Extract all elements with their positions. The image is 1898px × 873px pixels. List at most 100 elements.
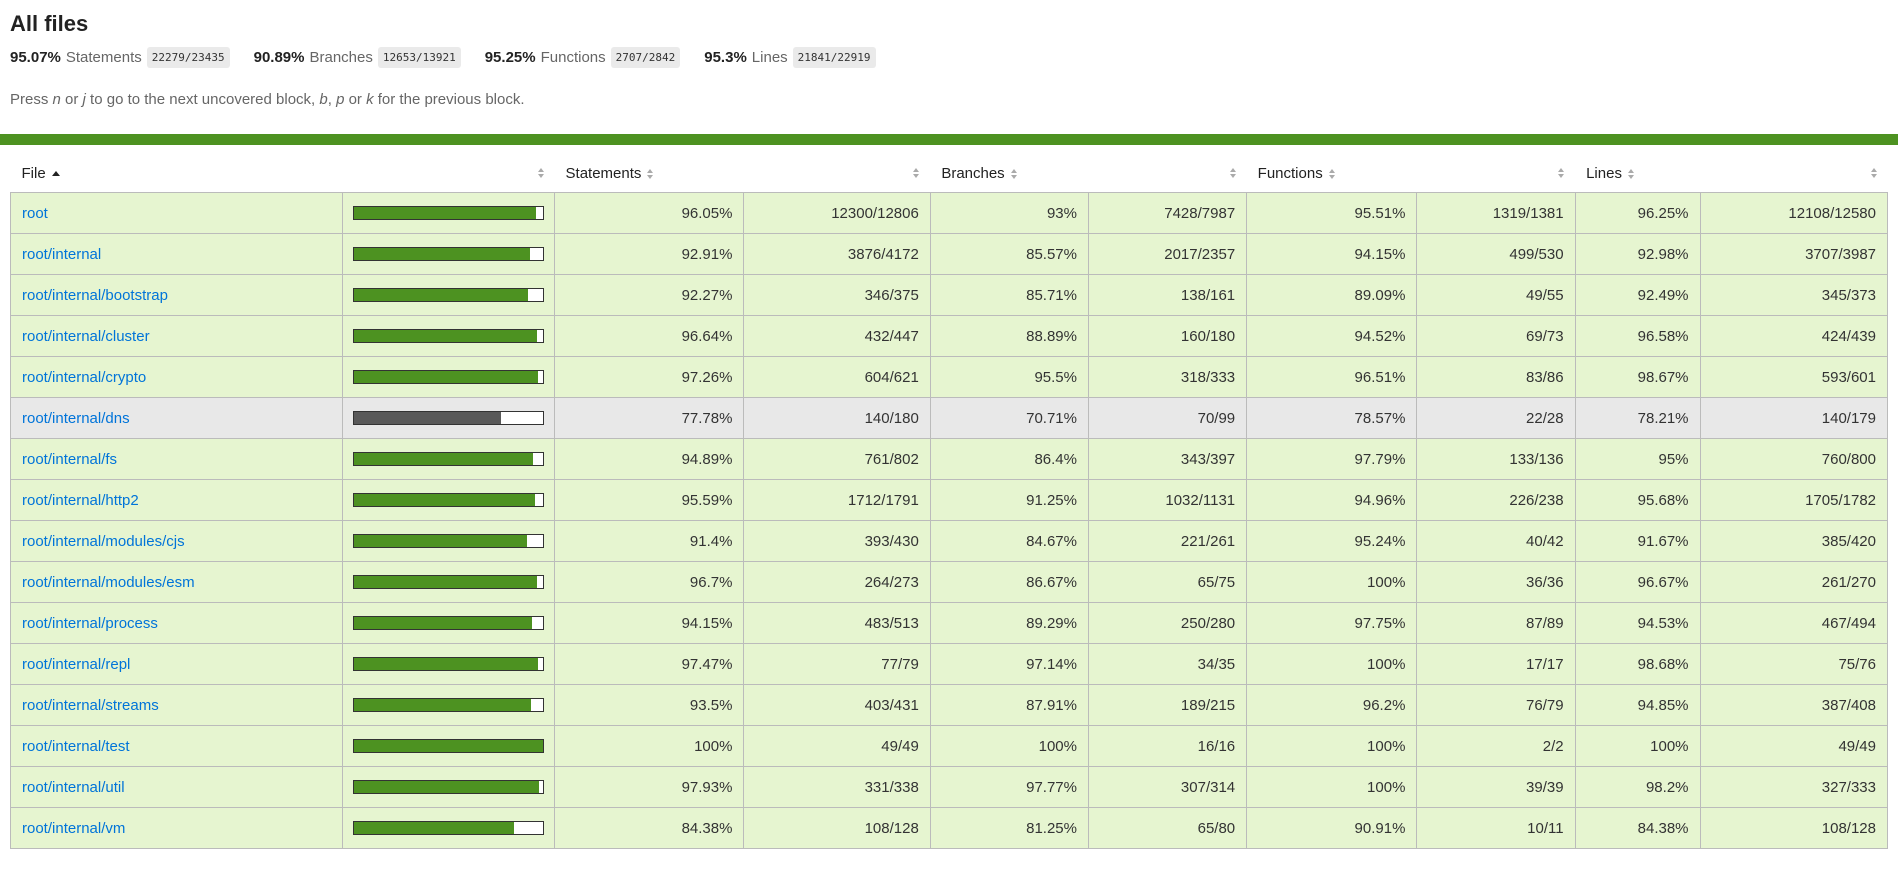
file-link[interactable]: root/internal/http2 [22,491,139,509]
functions-fraction: 49/55 [1416,274,1576,316]
file-cell: root/internal/crypto [9,356,344,398]
file-link[interactable]: root/internal/cluster [22,327,150,345]
coverage-bar-cell [342,807,556,849]
functions-fraction: 17/17 [1416,643,1576,685]
coverage-bar-fill [354,494,535,506]
summary-pct: 95.07% [10,48,61,66]
branches-fraction: 1032/1131 [1087,479,1248,521]
coverage-bar-fill [354,617,532,629]
functions-pct: 94.15% [1246,233,1418,275]
branches-pct: 89.29% [929,602,1089,644]
file-link[interactable]: root/internal/streams [22,696,159,714]
statements-fraction: 264/273 [743,561,931,603]
file-cell: root/internal/util [9,766,344,808]
header-pic[interactable] [343,155,555,193]
file-link[interactable]: root/internal/modules/cjs [22,532,185,550]
coverage-bar-fill [354,699,531,711]
file-cell: root/internal/fs [9,438,344,480]
header-statements-raw[interactable] [744,155,930,193]
summary-branches: 90.89% Branches 12653/13921 [254,46,461,68]
lines-fraction: 385/420 [1699,520,1889,562]
statements-pct: 97.93% [554,766,745,808]
coverage-bar-fill [354,822,514,834]
lines-fraction: 345/373 [1699,274,1889,316]
coverage-bar-cell [342,479,556,521]
coverage-bar [353,575,545,589]
file-link[interactable]: root/internal/bootstrap [22,286,168,304]
file-link[interactable]: root/internal/crypto [22,368,147,386]
file-link[interactable]: root/internal/process [22,614,158,632]
coverage-bar [353,411,545,425]
functions-pct: 94.96% [1246,479,1418,521]
table-row: root/internal/cluster 96.64% 432/447 88.89%… [9,315,1889,357]
coverage-bar [353,780,545,794]
header-functions-raw[interactable] [1417,155,1575,193]
header-lines-raw[interactable] [1700,155,1887,193]
header-branches[interactable]: Branches [930,155,1088,193]
functions-pct: 100% [1246,643,1418,685]
header-file[interactable]: File [11,155,343,193]
file-link[interactable]: root/internal/modules/esm [22,573,195,591]
statements-pct: 97.47% [554,643,745,685]
lines-fraction: 108/128 [1699,807,1889,849]
file-cell: root/internal [9,233,344,275]
statements-pct: 77.78% [554,397,745,439]
header-statements[interactable]: Statements [555,155,744,193]
branches-pct: 95.5% [929,356,1089,398]
branches-fraction: 16/16 [1087,725,1248,767]
file-cell: root/internal/modules/esm [9,561,344,603]
header-branches-raw[interactable] [1088,155,1246,193]
coverage-bar-fill [354,535,527,547]
coverage-bar-fill [354,412,502,424]
branches-fraction: 65/80 [1087,807,1248,849]
lines-pct: 98.67% [1574,356,1701,398]
coverage-bar-cell [342,233,556,275]
file-link[interactable]: root/internal/repl [22,655,131,673]
file-link[interactable]: root/internal [22,245,102,263]
file-link[interactable]: root/internal/util [22,778,125,796]
coverage-bar [353,739,545,753]
summary-pct: 95.3% [704,48,747,66]
header-functions[interactable]: Functions [1247,155,1417,193]
statements-fraction: 432/447 [743,315,931,357]
file-link[interactable]: root/internal/dns [22,409,130,427]
sort-icon [647,169,654,180]
functions-fraction: 76/79 [1416,684,1576,726]
functions-pct: 95.51% [1246,192,1418,234]
branches-fraction: 65/75 [1087,561,1248,603]
branches-fraction: 2017/2357 [1087,233,1248,275]
lines-pct: 96.58% [1574,315,1701,357]
functions-fraction: 1319/1381 [1416,192,1576,234]
coverage-bar-cell [342,643,556,685]
functions-fraction: 226/238 [1416,479,1576,521]
summary-statements: 95.07% Statements 22279/23435 [10,46,230,68]
functions-pct: 100% [1246,725,1418,767]
lines-fraction: 3707/3987 [1699,233,1889,275]
header-lines[interactable]: Lines [1575,155,1700,193]
lines-fraction: 760/800 [1699,438,1889,480]
statements-fraction: 483/513 [743,602,931,644]
branches-pct: 86.4% [929,438,1089,480]
file-link[interactable]: root/internal/fs [22,450,118,468]
lines-pct: 96.67% [1574,561,1701,603]
coverage-bar [353,821,545,835]
file-link[interactable]: root/internal/test [22,737,130,755]
lines-pct: 95.68% [1574,479,1701,521]
statements-pct: 97.26% [554,356,745,398]
file-link[interactable]: root [22,204,48,222]
branches-fraction: 250/280 [1087,602,1248,644]
statements-fraction: 3876/4172 [743,233,931,275]
lines-pct: 84.38% [1574,807,1701,849]
coverage-bar-fill [354,371,538,383]
statements-fraction: 604/621 [743,356,931,398]
branches-pct: 91.25% [929,479,1089,521]
functions-pct: 89.09% [1246,274,1418,316]
coverage-bar [353,657,545,671]
lines-pct: 100% [1574,725,1701,767]
summary-label: Functions [540,48,606,66]
statements-fraction: 12300/12806 [743,192,931,234]
file-link[interactable]: root/internal/vm [22,819,126,837]
branches-pct: 84.67% [929,520,1089,562]
branches-pct: 88.89% [929,315,1089,357]
functions-fraction: 87/89 [1416,602,1576,644]
